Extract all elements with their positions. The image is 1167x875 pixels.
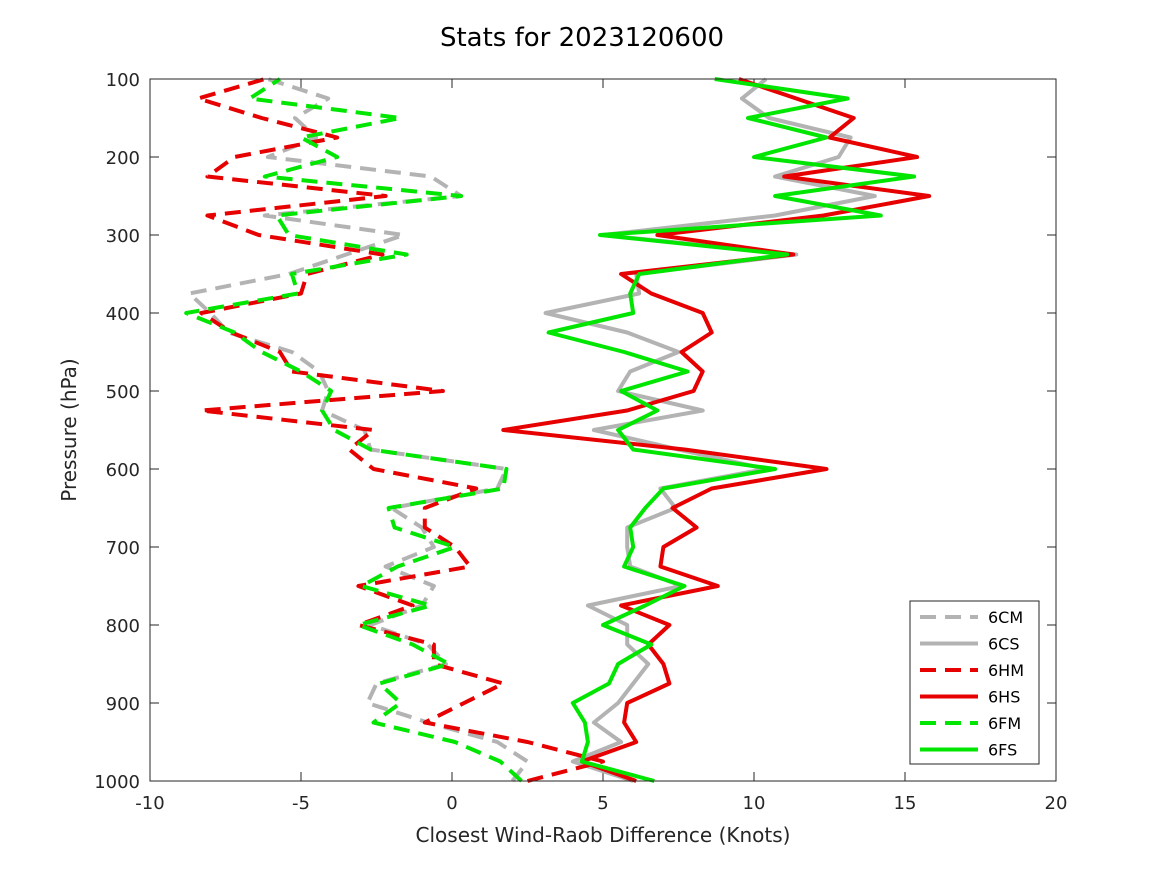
- y-tick-label: 600: [106, 460, 140, 481]
- x-tick-label: 15: [894, 793, 917, 814]
- series-line-6cs: [543, 77, 877, 783]
- legend: 6CM 6CS 6HM 6HS 6FM 6FS: [909, 600, 1040, 765]
- series-line-6hs: [501, 77, 932, 783]
- y-tick-label: 200: [106, 148, 140, 169]
- series-line-6fs: [546, 77, 917, 783]
- x-tick-label: -5: [292, 793, 310, 814]
- y-tick-label: 100: [106, 70, 140, 91]
- y-tick-label: 700: [106, 538, 140, 559]
- x-tick-label: 5: [597, 793, 608, 814]
- y-tick-label: 1000: [94, 772, 140, 793]
- y-tick-label: 300: [106, 226, 140, 247]
- y-tick-label: 800: [106, 616, 140, 637]
- y-tick-label: 500: [106, 382, 140, 403]
- x-tick-label: -10: [135, 793, 164, 814]
- legend-label-6hs: 6HS: [988, 688, 1020, 707]
- axis-frame: [149, 78, 1057, 782]
- series-group: [184, 77, 932, 783]
- legend-label-6cm: 6CM: [988, 608, 1023, 627]
- plot-area: [184, 77, 932, 783]
- legend-label-6hm: 6HM: [988, 661, 1024, 680]
- legend-box: [909, 600, 1040, 765]
- y-tick-label: 400: [106, 304, 140, 325]
- legend-label-6fs: 6FS: [988, 741, 1017, 760]
- x-tick-label: 20: [1045, 793, 1068, 814]
- y-axis-label: Pressure (hPa): [57, 358, 81, 501]
- series-line-6hm: [196, 77, 605, 783]
- series-line-6fm: [184, 77, 523, 783]
- x-tick-label: 0: [446, 793, 457, 814]
- legend-label-6fm: 6FM: [988, 714, 1021, 733]
- legend-label-6cs: 6CS: [988, 635, 1020, 654]
- y-tick-label: 900: [106, 694, 140, 715]
- chart-title: Stats for 2023120600: [440, 23, 724, 53]
- x-tick-label: 10: [743, 793, 766, 814]
- x-axis-label: Closest Wind-Raob Difference (Knots): [416, 823, 791, 847]
